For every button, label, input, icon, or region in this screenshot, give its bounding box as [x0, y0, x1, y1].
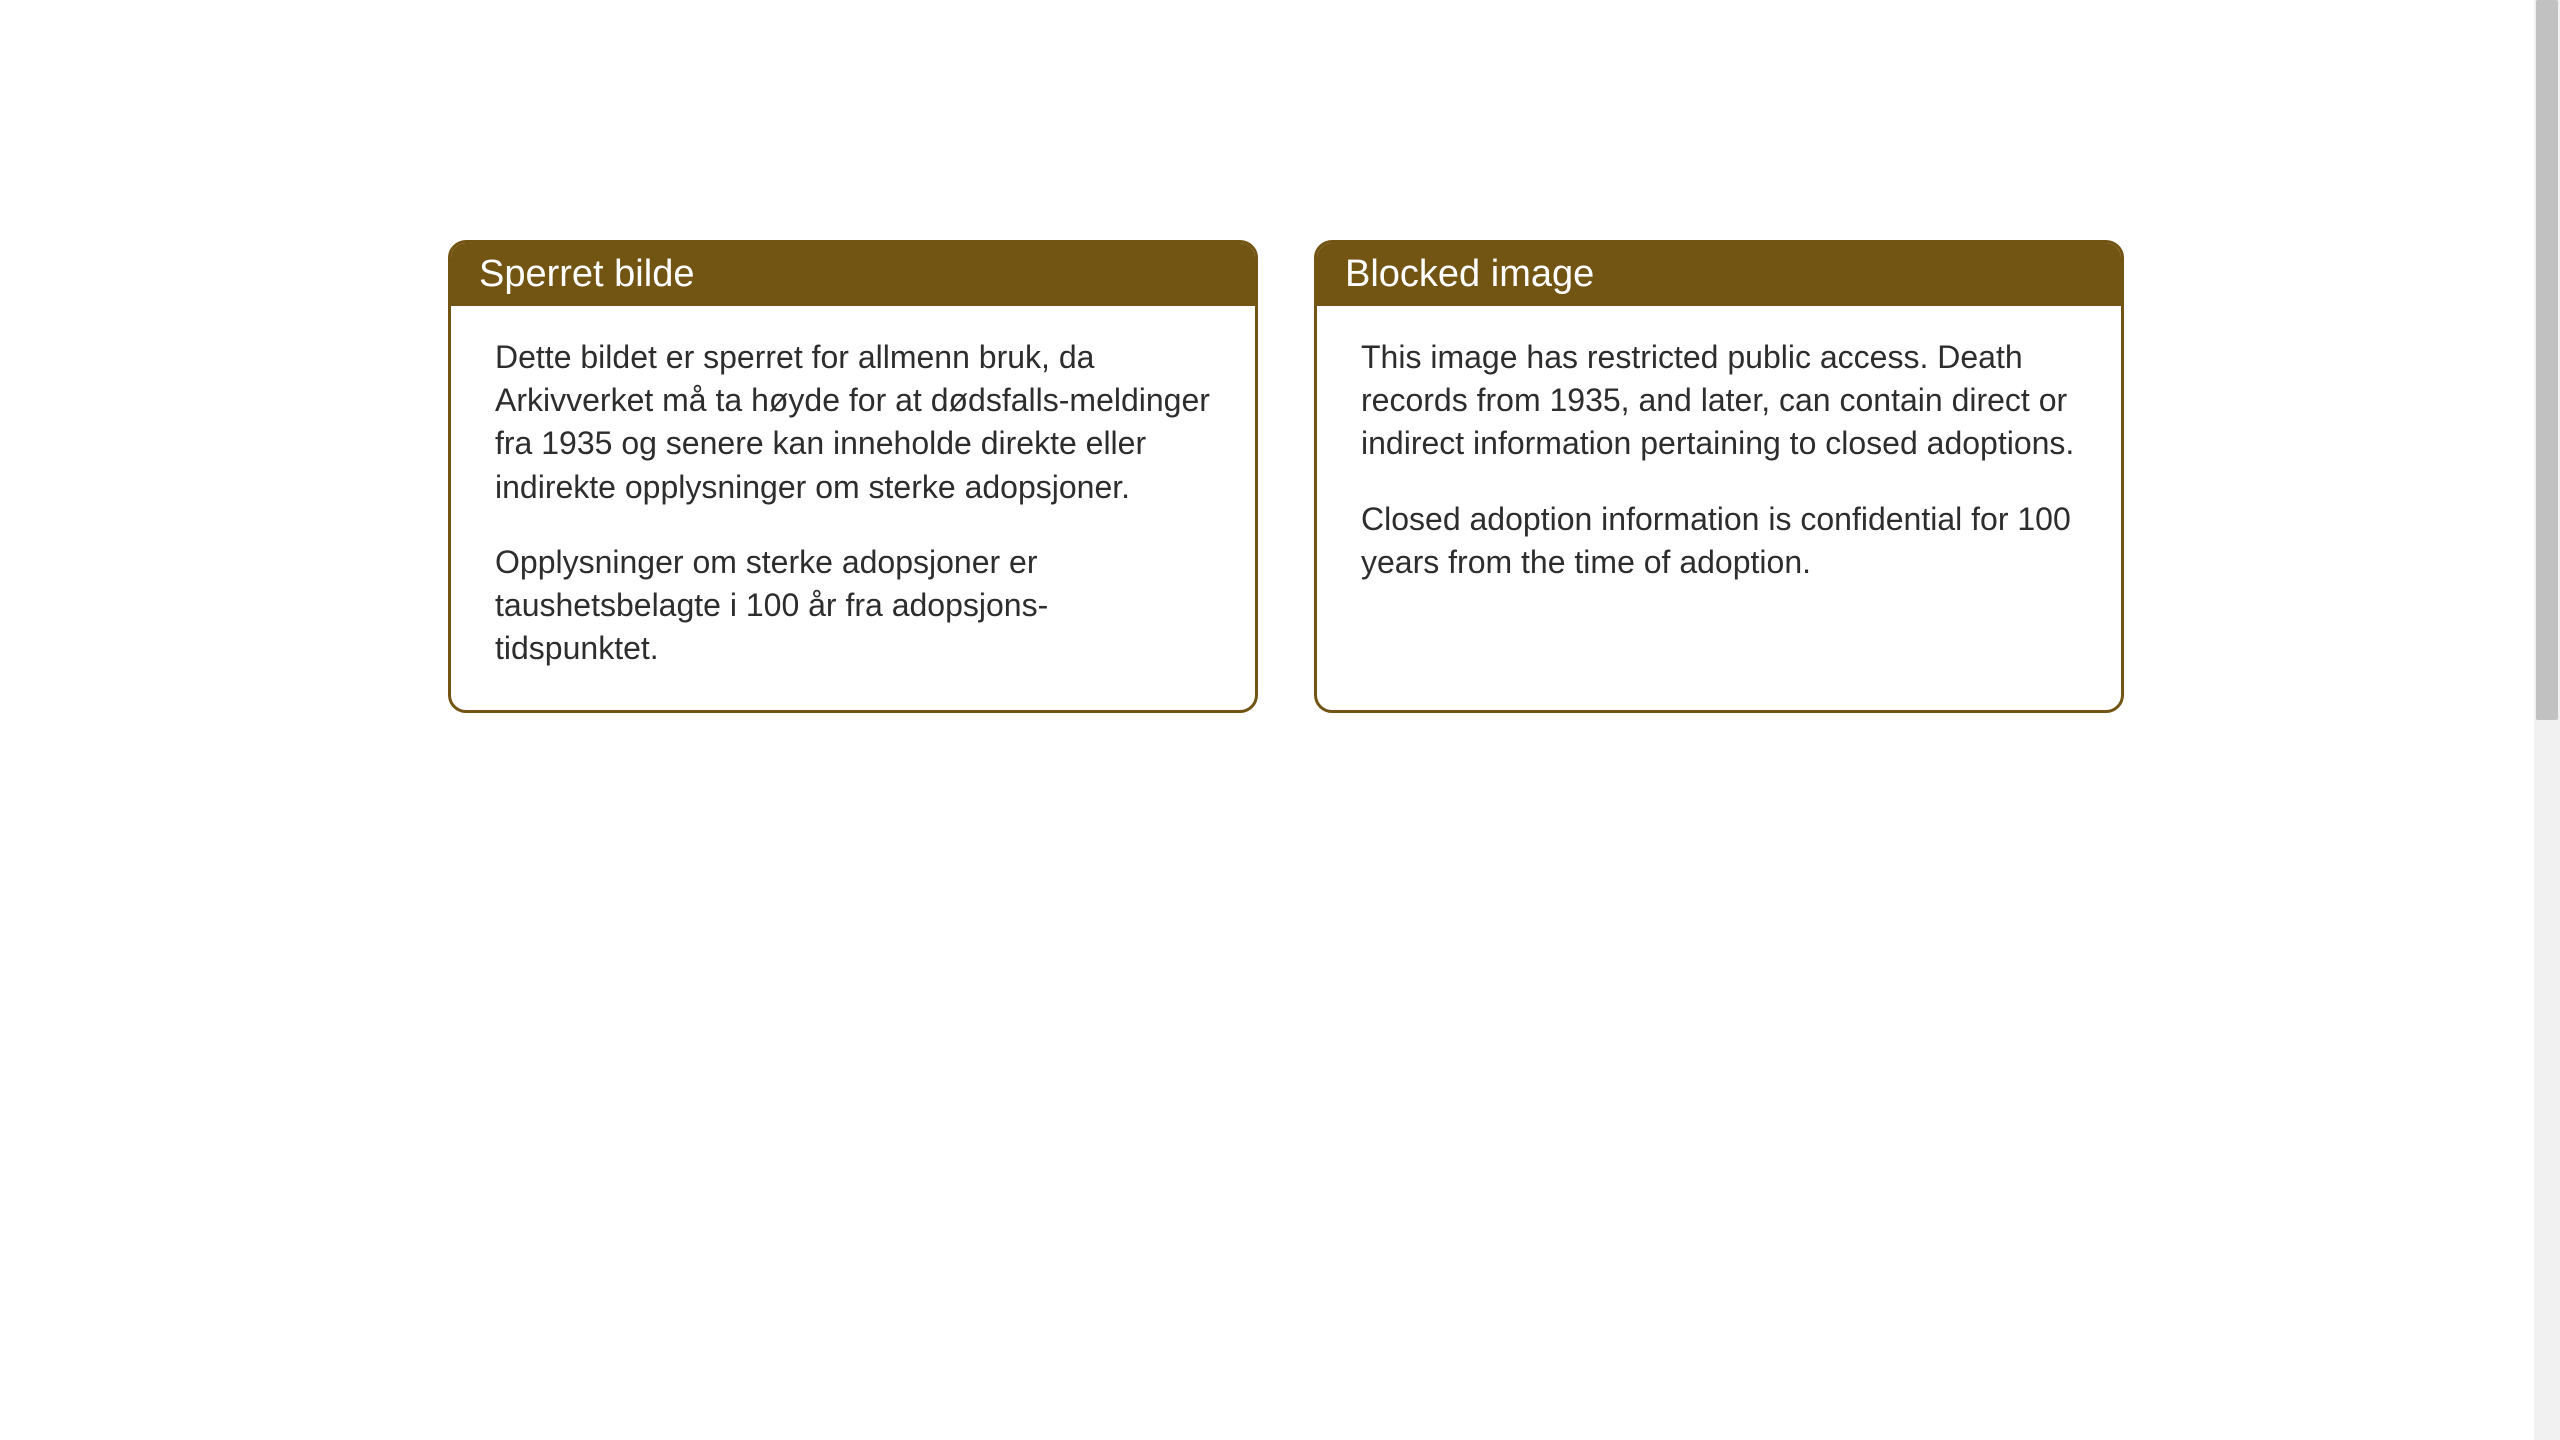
- card-body-norwegian: Dette bildet er sperret for allmenn bruk…: [451, 306, 1255, 710]
- card-header-english: Blocked image: [1317, 243, 2121, 306]
- card-norwegian: Sperret bilde Dette bildet er sperret fo…: [448, 240, 1258, 713]
- card-paragraph-1-norwegian: Dette bildet er sperret for allmenn bruk…: [495, 336, 1211, 509]
- card-body-english: This image has restricted public access.…: [1317, 306, 2121, 624]
- card-paragraph-2-norwegian: Opplysninger om sterke adopsjoner er tau…: [495, 541, 1211, 671]
- card-paragraph-1-english: This image has restricted public access.…: [1361, 336, 2077, 466]
- card-title-norwegian: Sperret bilde: [479, 253, 694, 295]
- card-paragraph-2-english: Closed adoption information is confident…: [1361, 498, 2077, 584]
- scrollbar-track[interactable]: [2534, 0, 2560, 1440]
- card-title-english: Blocked image: [1345, 253, 1594, 295]
- cards-container: Sperret bilde Dette bildet er sperret fo…: [448, 240, 2560, 713]
- card-header-norwegian: Sperret bilde: [451, 243, 1255, 306]
- scrollbar-thumb[interactable]: [2536, 0, 2558, 720]
- card-english: Blocked image This image has restricted …: [1314, 240, 2124, 713]
